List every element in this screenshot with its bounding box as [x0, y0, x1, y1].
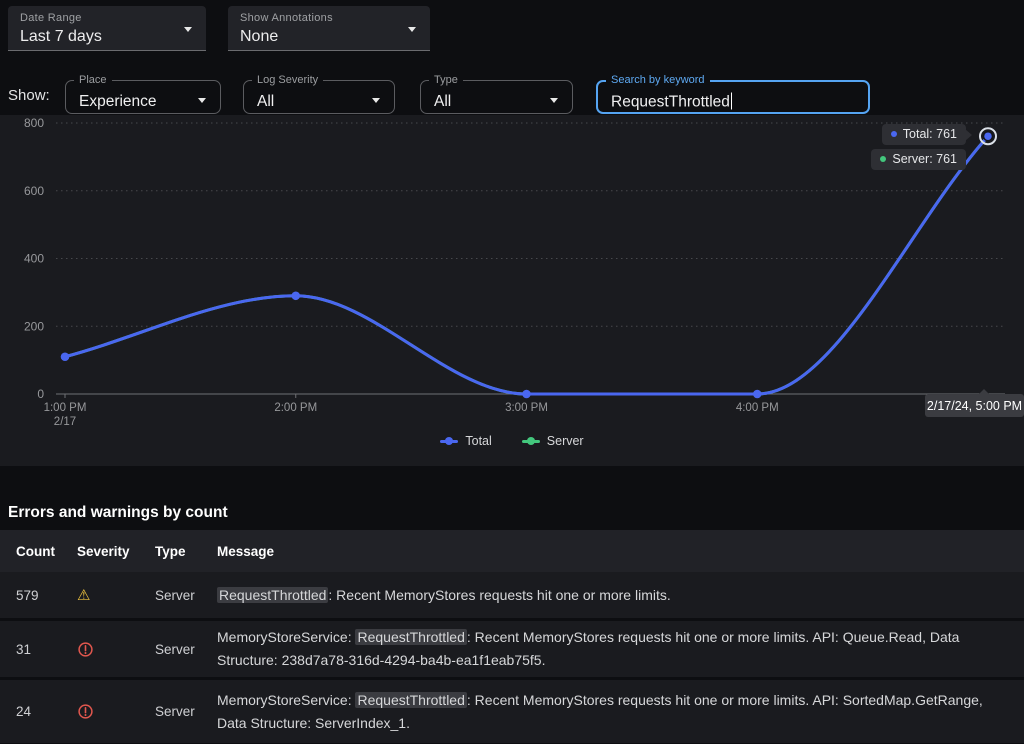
error-icon: [77, 641, 155, 658]
message-cell: MemoryStoreService: RequestThrottled: Re…: [217, 691, 983, 731]
chevron-down-icon: [550, 98, 558, 107]
svg-text:0: 0: [37, 387, 44, 401]
message-cell: MemoryStoreService: RequestThrottled: Re…: [217, 629, 960, 668]
date-range-label: Date Range: [20, 12, 82, 24]
count-cell: 579: [16, 587, 39, 603]
table-row: 24 Server MemoryStoreService: RequestThr…: [0, 680, 1024, 743]
keyword-highlight: RequestThrottled: [355, 691, 467, 708]
message-cell: RequestThrottled: Recent MemoryStores re…: [217, 586, 671, 603]
total-series-dot-icon: [890, 131, 897, 137]
table-row: 579 ⚠ Server RequestThrottled: Recent Me…: [0, 572, 1024, 618]
error-icon: [77, 703, 155, 720]
chevron-down-icon: [198, 98, 206, 107]
col-message: Message: [217, 543, 275, 559]
log-volume-line-chart[interactable]: 0 200 400 600 800 1:00 PM 2/17 2:00 PM 3:00 PM 4:…: [0, 115, 1024, 466]
search-input-value: RequestThrottled: [611, 92, 733, 111]
svg-text:1:00 PM: 1:00 PM: [44, 402, 87, 414]
type-cell: Server: [155, 704, 195, 719]
place-select[interactable]: Place Experience: [65, 74, 221, 114]
log-volume-chart-panel: 0 200 400 600 800 1:00 PM 2/17 2:00 PM 3:00 PM 4:…: [0, 115, 1024, 466]
tooltip-server: Server: 761: [871, 149, 966, 170]
total-series-marker-icon: [440, 439, 459, 443]
log-severity-select[interactable]: Log Severity All: [243, 74, 395, 114]
type-select[interactable]: Type All: [420, 74, 573, 114]
search-input[interactable]: Search by keyword RequestThrottled: [596, 74, 870, 114]
svg-text:4:00 PM: 4:00 PM: [736, 402, 779, 414]
svg-text:3:00 PM: 3:00 PM: [505, 402, 548, 414]
svg-text:2:00 PM: 2:00 PM: [274, 402, 317, 414]
show-annotations-value: None: [240, 28, 279, 45]
type-select-value: All: [434, 92, 452, 110]
type-cell: Server: [155, 587, 195, 603]
server-series-marker-icon: [521, 439, 540, 443]
date-range-value: Last 7 days: [20, 28, 102, 45]
table-header-row: Count Severity Type Message: [0, 530, 1024, 572]
errors-table-title: Errors and warnings by count: [8, 504, 228, 521]
chart-legend: Total Server: [0, 434, 1024, 448]
search-input-label: Search by keyword: [611, 74, 705, 86]
svg-text:800: 800: [24, 116, 44, 130]
chevron-down-icon: [372, 98, 380, 107]
table-row: 31 Server MemoryStoreService: RequestThr…: [0, 621, 1024, 677]
legend-item-server[interactable]: Server: [521, 434, 584, 448]
log-severity-value: All: [257, 92, 275, 110]
show-annotations-label: Show Annotations: [240, 12, 333, 24]
type-cell: Server: [155, 641, 195, 657]
svg-text:200: 200: [24, 319, 44, 333]
type-select-label: Type: [434, 74, 458, 86]
legend-item-total[interactable]: Total: [440, 434, 492, 448]
col-type: Type: [155, 543, 186, 559]
date-range-dropdown[interactable]: Date Range Last 7 days: [8, 6, 206, 51]
chevron-down-icon: [184, 27, 192, 36]
svg-text:2/17: 2/17: [54, 416, 76, 428]
svg-text:600: 600: [24, 184, 44, 198]
warning-icon: ⚠: [77, 587, 91, 604]
show-annotations-dropdown[interactable]: Show Annotations None: [228, 6, 430, 51]
chevron-down-icon: [408, 27, 416, 36]
tooltip-date: 2/17/24, 5:00 PM: [925, 389, 1024, 417]
show-label: Show:: [8, 87, 50, 104]
count-cell: 24: [16, 704, 32, 719]
svg-text:400: 400: [24, 252, 44, 266]
col-count: Count: [16, 543, 55, 559]
count-cell: 31: [16, 641, 32, 657]
place-select-label: Place: [79, 74, 107, 86]
server-series-dot-icon: [880, 156, 887, 162]
keyword-highlight: RequestThrottled: [355, 629, 467, 646]
tooltip-total: Total: 761: [881, 124, 973, 145]
errors-table: Count Severity Type Message 579 ⚠ Server…: [0, 530, 1024, 744]
col-severity: Severity: [77, 543, 130, 559]
keyword-highlight: RequestThrottled: [217, 586, 329, 603]
log-severity-label: Log Severity: [257, 74, 319, 86]
text-cursor: [730, 92, 733, 110]
place-select-value: Experience: [79, 92, 157, 110]
